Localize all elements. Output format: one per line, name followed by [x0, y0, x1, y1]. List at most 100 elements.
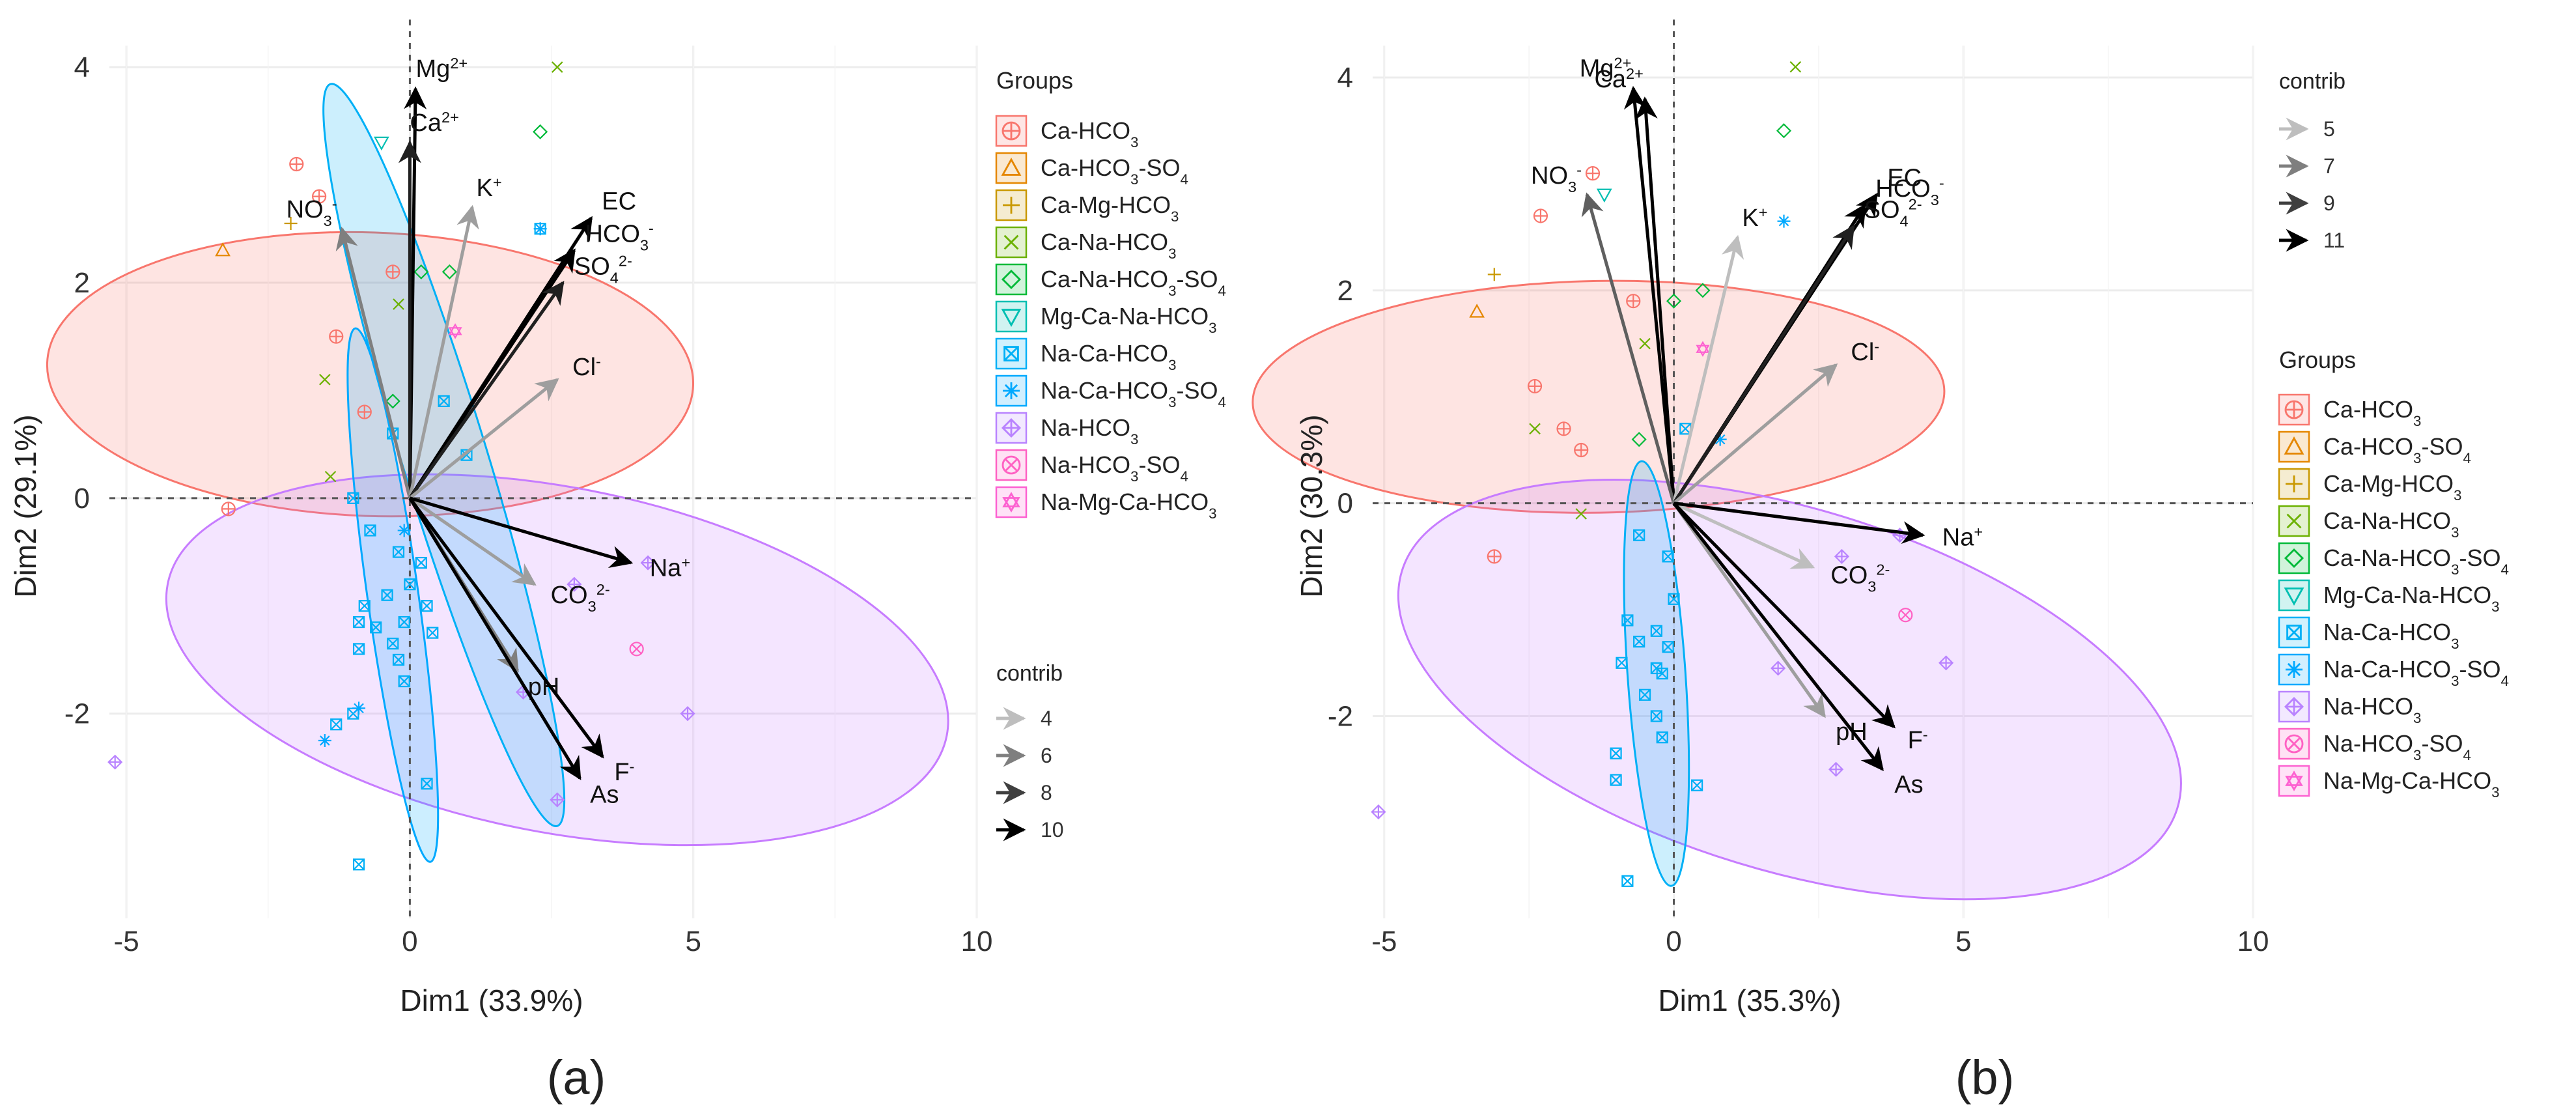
panel-a-point-ca-hco3 — [329, 329, 344, 344]
panel-b-groups-legend: Ca-HCO3 Ca-HCO3-SO4 Ca-Mg-HCO3 Ca-Na-HCO3Ca… — [2278, 393, 2509, 800]
panel-a-legend-swatch — [995, 263, 1028, 296]
panel-a-point-na-hco3 — [107, 754, 123, 770]
panel-b-legend-marker — [2286, 661, 2303, 678]
panel-a-contrib-legend: 4 6 8 10 — [996, 707, 1064, 841]
panel-b-vector-k — [1672, 234, 1744, 504]
panel-b-contrib-legend: 5 7 9 11 — [2279, 117, 2345, 252]
panel-a-point-na-ca-hco3 — [330, 718, 343, 731]
panel-a-vector-label: SO42- — [574, 252, 632, 286]
panel-a-point-na-ca-hco3 — [381, 589, 393, 601]
panel-b-point-na-hco3 — [1771, 660, 1786, 676]
panel-b-point-na-ca-hco3 — [1656, 731, 1668, 744]
panel-a-vector-label: Ca2+ — [410, 109, 458, 137]
panel-b-legend-label-ca-hco3-so4: Ca-HCO3-SO4 — [2323, 433, 2471, 466]
panel-a-point-ca-na-hco3 — [393, 298, 404, 310]
panel-a-confidence-ellipse-ca-hco3 — [46, 231, 695, 518]
panel-b-confidence-ellipse-ca-hco3 — [1252, 279, 1946, 514]
panel-a-label: (a) — [547, 1051, 606, 1105]
panel-b-point-na-mg-ca-hco3 — [1696, 341, 1710, 357]
panel-a-vector-label: F- — [614, 758, 634, 786]
panel-b-point-na-ca-hco3 — [1650, 662, 1662, 675]
panel-b-legend-swatch — [2278, 765, 2310, 797]
panel-b-vector-label: Mg2+ — [1580, 55, 1632, 83]
panel-a-point-na-ca-hco3 — [421, 600, 433, 612]
panel-b-point-ca-na-hco3 — [1575, 508, 1587, 520]
panel-b-point-na-ca-hco3 — [1662, 641, 1674, 653]
panel-b-point-na-ca-hco3 — [1633, 636, 1645, 648]
panel-b-legend-marker — [2286, 625, 2302, 640]
panel-a-point-ca-na-hco3-so4 — [413, 264, 429, 279]
panel-a-vector-k — [408, 205, 479, 499]
panel-b-vector-label: CO32- — [1830, 561, 1890, 595]
panel-a-vector-label: K+ — [476, 174, 501, 202]
panel-b-contrib-legend-label: 11 — [2323, 229, 2345, 252]
panel-a-point-na-ca-hco3 — [392, 653, 405, 666]
panel-b-point-mg-ca-na-hco3 — [1596, 188, 1612, 203]
panel-a-legend-marker — [1001, 309, 1022, 327]
panel-b-ellipses — [1252, 279, 2182, 901]
panel-a-point-ca-hco3-so4 — [215, 242, 231, 257]
panel-a-contrib-legend-label: 10 — [1041, 818, 1064, 841]
panel-a-point-ca-hco3 — [289, 156, 304, 172]
panel-b-x-tick-label: 5 — [1955, 926, 1971, 957]
panel-a-confidence-ellipse-na-hco3 — [165, 473, 949, 847]
panel-b-legend-label-ca-mg-hco3: Ca-Mg-HCO3 — [2323, 470, 2461, 503]
panel-b-x-axis-label: Dim1 (35.3%) — [1658, 983, 1841, 1017]
panel-b-contrib-legend-label: 5 — [2323, 117, 2335, 141]
panel-b-point-ca-na-hco3-so4 — [1776, 123, 1792, 139]
panel-b-legend-marker — [2284, 400, 2304, 419]
panel-b-point-ca-hco3-so4 — [1469, 304, 1485, 318]
panel-b-point-ca-hco3 — [1585, 165, 1601, 181]
panel-b-vector-label: NO3- — [1531, 162, 1582, 195]
panel-b-vector-mg2 — [1623, 85, 1676, 503]
panel-b-point-na-ca-hco3 — [1662, 550, 1674, 563]
panel-b-legend-label-ca-na-hco3: Ca-Na-HCO3 — [2323, 507, 2459, 541]
panel-b-vector-cl — [1672, 363, 1838, 505]
panel-a-vector-as — [408, 497, 581, 780]
panel-a-legend-marker — [1001, 121, 1021, 141]
panel-b-vector-label: F- — [1908, 726, 1928, 754]
panel-a-point-na-hco3 — [640, 555, 656, 571]
panel-b-legend-marker — [2284, 696, 2304, 717]
panel-a-point-na-ca-hco3 — [387, 638, 399, 650]
panel-b-groups-legend-title: Groups — [2279, 346, 2356, 373]
panel-b-point-na-ca-hco3 — [1650, 710, 1662, 722]
panel-a-point-na-ca-hco3 — [404, 578, 416, 591]
panel-a-legend-label-na-ca-hco3-so4: Na-Ca-HCO3-SO4 — [1041, 377, 1226, 410]
panel-b-point-na-ca-hco3 — [1616, 657, 1628, 669]
panel-b-y-tick-label: 0 — [1337, 488, 1353, 520]
panel-a-point-ca-mg-hco3 — [284, 216, 298, 230]
panel-a-vector-cl — [408, 378, 559, 500]
panel-a-legend-label-ca-na-hco3-so4: Ca-Na-HCO3-SO4 — [1041, 266, 1226, 299]
panel-a-vector-label: Cl- — [572, 353, 601, 381]
panel-b-legend-swatch — [2278, 579, 2310, 612]
panel-a-legend-swatch — [995, 300, 1028, 333]
panel-a-contrib-legend-title: contrib — [996, 661, 1063, 686]
panel-b-legend-marker — [2284, 734, 2304, 754]
panel-b-contrib-legend-label: 9 — [2323, 191, 2335, 215]
panel-b-legend-label-na-hco3-so4: Na-HCO3-SO4 — [2323, 730, 2471, 763]
panel-a-groups-legend-title: Groups — [996, 67, 1073, 94]
panel-b-point-na-ca-hco3 — [1650, 625, 1662, 637]
panel-b-legend-label-mg-ca-na-hco3: Mg-Ca-Na-HCO3 — [2323, 582, 2500, 615]
panel-a-vector-label: EC — [602, 188, 636, 216]
panel-b-contrib-legend-label: 7 — [2323, 154, 2335, 178]
panel-a-point-na-hco3 — [550, 792, 565, 808]
panel-a-vector-no3 — [335, 226, 412, 499]
panel-a-point-ca-na-hco3-so4 — [533, 124, 548, 139]
panel-b-point-na-ca-hco3 — [1691, 779, 1703, 791]
panel-b-point-na-hco3-so4 — [1898, 608, 1913, 623]
panel-b-point-na-hco3 — [1371, 804, 1386, 820]
panel-a-point-na-ca-hco3 — [427, 627, 439, 639]
panel-b-legend-marker — [2284, 436, 2304, 455]
panel-a-legend-label-ca-hco3-so4: Ca-HCO3-SO4 — [1041, 154, 1188, 188]
panel-a-y-tick-label: 0 — [74, 483, 90, 515]
panel-b-confidence-ellipse-na-hco3 — [1397, 479, 2182, 901]
panel-a-legend-label-na-hco3: Na-HCO3 — [1041, 414, 1138, 447]
panel-b-point-na-ca-hco3 — [1621, 875, 1634, 887]
panel-b-vector-ca2 — [1634, 96, 1676, 503]
panel-b: Mg2+Ca2+NO3-K+ECHCO3-SO42-Cl-CO32-Na+pHF… — [1252, 20, 2509, 1105]
panel-a: Mg2+Ca2+NO3-K+ECHCO3-SO42-Cl-CO32-Na+pHF… — [8, 20, 1226, 1105]
